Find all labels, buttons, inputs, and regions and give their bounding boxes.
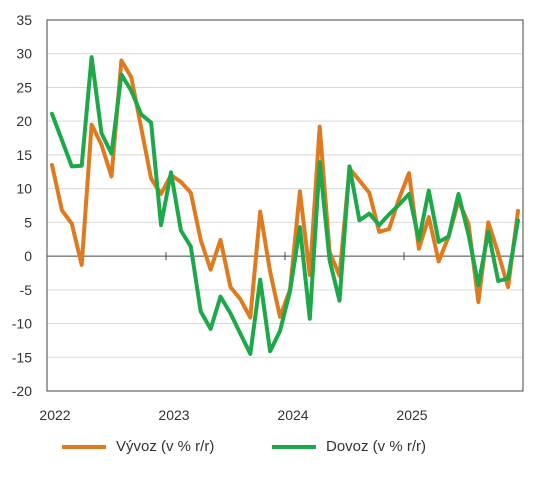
- y-tick-label: 35: [16, 12, 32, 28]
- x-tick-label: 2024: [277, 407, 308, 423]
- y-tick-label: -10: [12, 316, 32, 332]
- legend: Vývoz (v % r/r) Dovoz (v % r/r): [0, 438, 550, 468]
- plot-frame: [46, 19, 524, 392]
- y-tick-label: 5: [24, 214, 32, 230]
- x-tick-label: 2025: [396, 407, 427, 423]
- y-tick-label: -5: [20, 282, 33, 298]
- y-tick-label: 15: [16, 147, 32, 163]
- y-tick-label: -15: [12, 349, 32, 365]
- legend-item-export: Vývoz (v % r/r): [62, 438, 214, 455]
- legend-item-import: Dovoz (v % r/r): [272, 438, 426, 455]
- x-tick-label: 2022: [39, 407, 70, 423]
- legend-swatch-import: [272, 444, 316, 449]
- axes: [46, 19, 524, 392]
- legend-label-export: Vývoz (v % r/r): [116, 438, 215, 455]
- y-tick-label: 20: [16, 113, 32, 129]
- x-tick-label: 2023: [158, 407, 189, 423]
- y-tick-label: 0: [24, 248, 32, 264]
- legend-label-import: Dovoz (v % r/r): [326, 438, 427, 455]
- series-lines: [50, 55, 520, 356]
- legend-swatch-export: [62, 444, 106, 449]
- y-tick-label: 30: [16, 46, 32, 62]
- y-tick-label: 10: [16, 181, 32, 197]
- y-tick-label: 25: [16, 79, 32, 95]
- y-tick-label: -20: [12, 383, 32, 399]
- series-line-import: [50, 55, 520, 356]
